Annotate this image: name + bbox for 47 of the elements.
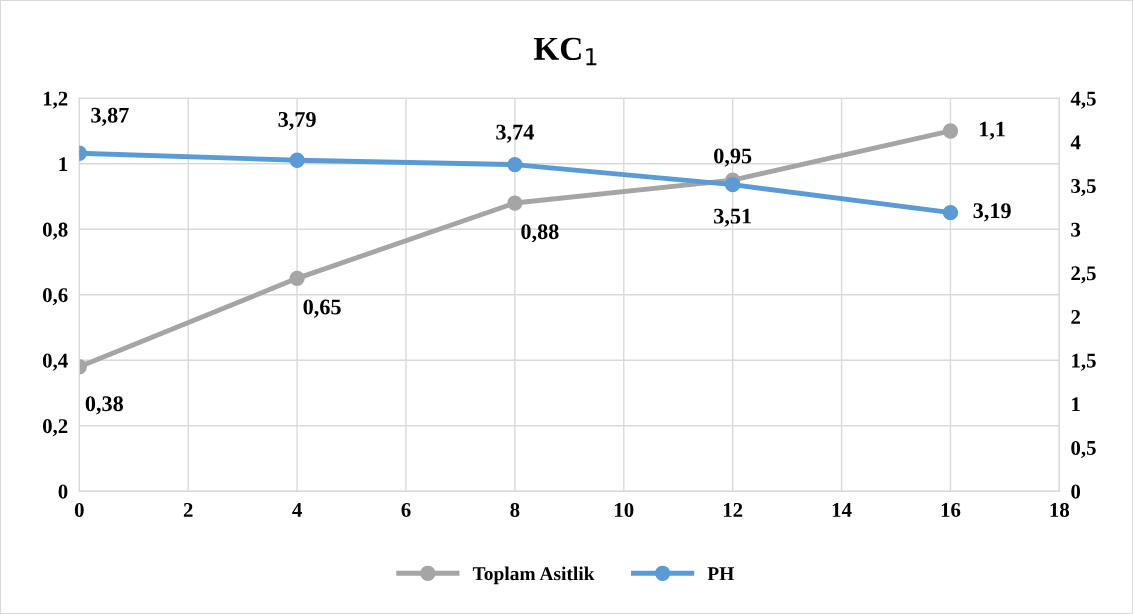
x-tick-label: 12 (723, 502, 743, 517)
x-tick-label: 8 (510, 502, 520, 517)
point (507, 195, 523, 211)
point (942, 123, 959, 139)
data-label: 0,65 (303, 299, 341, 318)
legend-label: PH (707, 567, 734, 581)
y2-tick-label: 3,5 (1071, 179, 1096, 197)
x-tick-label: 6 (401, 502, 411, 517)
y-tick-label: 0,6 (42, 288, 68, 306)
data-label: 3,87 (91, 107, 129, 126)
chart-title: KC$_{1}$ (533, 37, 597, 66)
data-label: 0,88 (521, 224, 559, 243)
x-tick-label: 16 (941, 502, 961, 517)
point (507, 156, 523, 173)
point (725, 177, 741, 193)
x-tick-label: 14 (832, 503, 852, 517)
data-label: 3,51 (714, 208, 751, 227)
data-label: 0,95 (714, 148, 752, 167)
data-label: 1,1 (980, 121, 1005, 140)
data-label: 3,74 (496, 124, 534, 143)
y-tick-label: 0 (58, 484, 68, 499)
point (289, 152, 305, 168)
y2-tick-label: 0,5 (1071, 440, 1096, 458)
point (942, 204, 959, 221)
x-tick-label: 2 (183, 502, 193, 517)
y-tick-label: 1,2 (43, 91, 68, 109)
y2-tick-label: 1 (1072, 397, 1080, 412)
legend-label: Toplam Asitlik (472, 566, 595, 585)
y-tick-label: 0,8 (42, 222, 68, 240)
y2-tick-label: 3 (1071, 222, 1081, 237)
y2-tick-label: 4,5 (1070, 91, 1096, 109)
x-tick-label: 18 (1050, 502, 1070, 517)
y-tick-label: 0,2 (42, 419, 68, 437)
y-tick-label: 0,4 (42, 353, 68, 371)
y2-tick-label: 1,5 (1072, 353, 1096, 371)
y-tick-label: 1 (59, 157, 68, 171)
data-label: 3,79 (278, 111, 316, 131)
x-tick-label: 10 (615, 502, 634, 517)
x-tick-label: 4 (292, 503, 302, 517)
y2-tick-label: 4 (1070, 135, 1081, 150)
data-label: 0,38 (85, 396, 124, 415)
x-tick-label: 0 (74, 502, 84, 517)
y2-tick-label: 2 (1071, 309, 1080, 324)
data-label: 3,19 (973, 203, 1011, 222)
point (289, 270, 305, 286)
y2-tick-label: 0 (1071, 484, 1081, 499)
y2-tick-label: 2,5 (1071, 266, 1096, 284)
